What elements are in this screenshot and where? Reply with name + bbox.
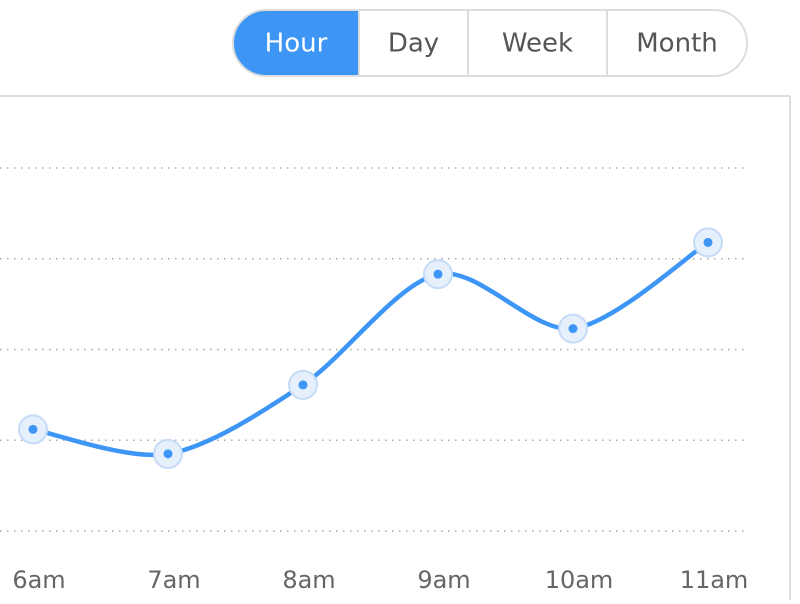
range-selector: Hour Day Week Month (232, 9, 748, 77)
tab-button[interactable] (468, 10, 607, 76)
x-tick-label: 9am (417, 566, 470, 594)
x-tick-label: 11am (680, 566, 749, 594)
point (28, 424, 38, 434)
x-tick-label: 8am (282, 566, 335, 594)
tab-button[interactable] (359, 10, 468, 76)
x-tick-label: 7am (147, 566, 200, 594)
x-tick-label: 10am (545, 566, 614, 594)
tab-label[interactable]: Week (502, 29, 573, 59)
line (30, 240, 711, 458)
tab-label[interactable]: Hour (265, 29, 328, 59)
tab-label[interactable]: Month (636, 29, 718, 59)
tab-label[interactable]: Day (388, 29, 439, 59)
tab-button[interactable] (607, 10, 747, 76)
tab-group (233, 10, 747, 76)
tab-button[interactable] (233, 10, 359, 76)
point (433, 269, 443, 279)
tab-outline (232, 9, 748, 77)
x-tick-label: 6am (12, 566, 65, 594)
point (703, 237, 713, 247)
chart: 6am 7am 8am 9am 10am 11am (0, 167, 749, 594)
point (163, 449, 173, 459)
point (298, 380, 308, 390)
point (568, 324, 578, 334)
